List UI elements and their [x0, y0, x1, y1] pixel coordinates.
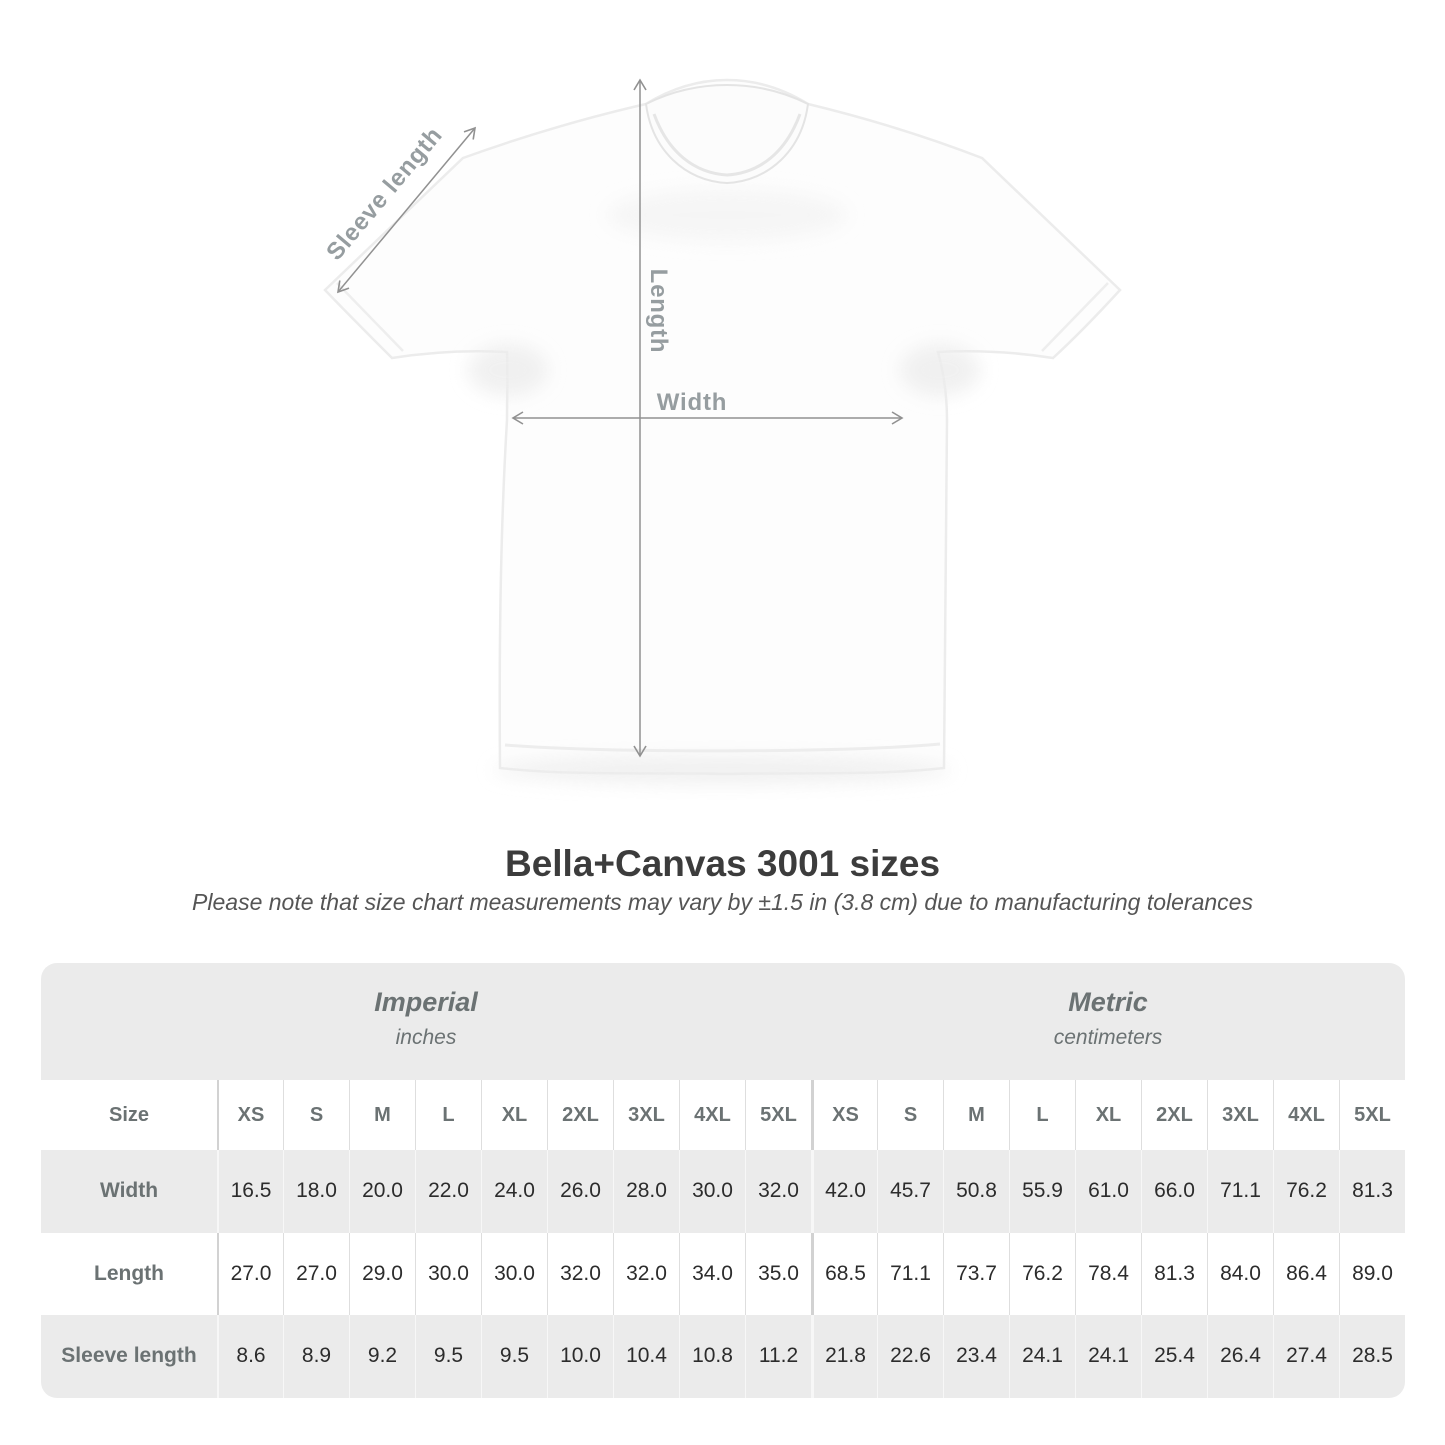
cell-length-imperial-xs: 27.0	[217, 1232, 283, 1316]
cell-sleeve-length-imperial-m: 9.2	[349, 1315, 415, 1398]
cell-sleeve-length-imperial-s: 8.9	[283, 1315, 349, 1398]
size-col-imperial-l: L	[415, 1080, 481, 1150]
cell-sleeve-length-imperial-3xl: 10.4	[613, 1315, 679, 1398]
cell-width-metric-5xl: 81.3	[1339, 1150, 1405, 1233]
cell-width-metric-4xl: 76.2	[1273, 1150, 1339, 1233]
metric-header: Metric centimeters	[811, 963, 1405, 1080]
cell-length-metric-3xl: 84.0	[1207, 1232, 1273, 1316]
unit-band: Imperial inches Metric centimeters	[41, 963, 1405, 1080]
cell-length-imperial-s: 27.0	[283, 1232, 349, 1316]
cell-width-imperial-m: 20.0	[349, 1150, 415, 1233]
sleeve-length-row: Sleeve length 8.6 8.9 9.2 9.5 9.5 10.0 10.4 10.8…	[41, 1315, 1405, 1398]
size-col-metric-xl: XL	[1075, 1080, 1141, 1150]
cell-length-metric-xs: 68.5	[811, 1232, 877, 1316]
cell-length-metric-s: 71.1	[877, 1232, 943, 1316]
cell-length-imperial-l: 30.0	[415, 1232, 481, 1316]
cell-width-metric-xs: 42.0	[811, 1150, 877, 1233]
cell-sleeve-length-imperial-2xl: 10.0	[547, 1315, 613, 1398]
cell-sleeve-length-imperial-l: 9.5	[415, 1315, 481, 1398]
size-col-metric-4xl: 4XL	[1273, 1080, 1339, 1150]
cell-sleeve-length-imperial-4xl: 10.8	[679, 1315, 745, 1398]
tolerance-note: Please note that size chart measurements…	[192, 889, 1253, 915]
width-label: Width	[656, 389, 728, 416]
size-col-metric-5xl: 5XL	[1339, 1080, 1405, 1150]
size-col-imperial-xl: XL	[481, 1080, 547, 1150]
cell-width-imperial-xl: 24.0	[481, 1150, 547, 1233]
cell-width-metric-xl: 61.0	[1075, 1150, 1141, 1233]
size-col-metric-3xl: 3XL	[1207, 1080, 1273, 1150]
imperial-header: Imperial inches	[41, 963, 811, 1080]
size-header-row: Size XS S M L XL 2XL 3XL 4XL 5XL XS S M L XL 2XL 3XL 4XL 5…	[41, 1080, 1405, 1150]
cell-width-imperial-2xl: 26.0	[547, 1150, 613, 1233]
cell-width-metric-s: 45.7	[877, 1150, 943, 1233]
cell-sleeve-length-metric-4xl: 27.4	[1273, 1315, 1339, 1398]
collar	[644, 83, 810, 185]
cell-length-label: Length	[94, 1261, 164, 1285]
cell-length-imperial-3xl: 32.0	[613, 1232, 679, 1316]
cell-width-metric-m: 50.8	[943, 1150, 1009, 1233]
sleeve-length-arrow	[337, 126, 476, 294]
cell-width-imperial-5xl: 32.0	[745, 1150, 811, 1233]
cell-length-imperial-5xl: 35.0	[745, 1232, 811, 1316]
cell-length-imperial-m: 29.0	[349, 1232, 415, 1316]
cell-width-metric-l: 55.9	[1009, 1150, 1075, 1233]
cell-width-imperial-xs: 16.5	[217, 1150, 283, 1233]
cell-sleeve-length-metric-l: 24.1	[1009, 1315, 1075, 1398]
tshirt-illustration	[323, 78, 1122, 784]
tshirt-shape	[323, 78, 1122, 784]
size-col-imperial-m: M	[349, 1080, 415, 1150]
cell-length-metric-2xl: 81.3	[1141, 1232, 1207, 1316]
metric-title: Metric	[1068, 987, 1148, 1017]
size-col-imperial-3xl: 3XL	[613, 1080, 679, 1150]
imperial-title: Imperial	[374, 987, 478, 1017]
cell-width-imperial-l: 22.0	[415, 1150, 481, 1233]
size-col-metric-l: L	[1009, 1080, 1075, 1150]
cell-sleeve-length-metric-5xl: 28.5	[1339, 1315, 1405, 1398]
cell-length-metric-xl: 78.4	[1075, 1232, 1141, 1316]
size-col-metric-xs: XS	[811, 1080, 877, 1150]
size-col-metric-m: M	[943, 1080, 1009, 1150]
cell-width-label: Width	[99, 1179, 159, 1203]
size-col-imperial-s: S	[283, 1080, 349, 1150]
cell-sleeve-length-metric-2xl: 25.4	[1141, 1315, 1207, 1398]
length-label: Length	[645, 268, 672, 354]
cell-sleeve-length-imperial-5xl: 11.2	[745, 1315, 811, 1398]
cell-sleeve-length-imperial-xl: 9.5	[481, 1315, 547, 1398]
cell-sleeve-length-metric-3xl: 26.4	[1207, 1315, 1273, 1398]
cell-sleeve-length-metric-xs: 21.8	[811, 1315, 877, 1398]
size-col-imperial-4xl: 4XL	[679, 1080, 745, 1150]
size-col-imperial-5xl: 5XL	[745, 1080, 811, 1150]
cell-width-metric-2xl: 66.0	[1141, 1150, 1207, 1233]
size-col-metric-2xl: 2XL	[1141, 1080, 1207, 1150]
length-row: Length 27.0 27.0 29.0 30.0 30.0 32.0 32.0 34.0 35…	[41, 1232, 1405, 1316]
size-col-label: Size	[108, 1103, 150, 1126]
cell-width-imperial-3xl: 28.0	[613, 1150, 679, 1233]
cell-length-metric-m: 73.7	[943, 1232, 1009, 1316]
cell-length-imperial-2xl: 32.0	[547, 1232, 613, 1316]
size-col-metric-s: S	[877, 1080, 943, 1150]
width-row: Width 16.5 18.0 20.0 22.0 24.0 26.0 28.0 30.0 32.…	[41, 1150, 1405, 1233]
cell-width-imperial-4xl: 30.0	[679, 1150, 745, 1233]
cell-sleeve-length-metric-s: 22.6	[877, 1315, 943, 1398]
size-col-imperial-xs: XS	[217, 1080, 283, 1150]
cell-sleeve-length-metric-xl: 24.1	[1075, 1315, 1141, 1398]
cell-sleeve-length-imperial-xs: 8.6	[217, 1315, 283, 1398]
cell-length-imperial-4xl: 34.0	[679, 1232, 745, 1316]
cell-sleeve-length-metric-m: 23.4	[943, 1315, 1009, 1398]
cell-width-imperial-s: 18.0	[283, 1150, 349, 1233]
size-col-imperial-2xl: 2XL	[547, 1080, 613, 1150]
metric-unit: centimeters	[1053, 1026, 1163, 1049]
imperial-unit: inches	[395, 1026, 457, 1049]
cell-width-metric-3xl: 71.1	[1207, 1150, 1273, 1233]
cell-length-metric-5xl: 89.0	[1339, 1232, 1405, 1316]
cell-sleeve-length-label: Sleeve length	[61, 1344, 197, 1368]
size-table-grid: Size XS S M L XL 2XL 3XL 4XL 5XL XS S M L XL 2XL 3XL 4XL 5…	[41, 1080, 1405, 1398]
page-title: Bella+Canvas 3001 sizes	[504, 843, 941, 884]
cell-length-metric-4xl: 86.4	[1273, 1232, 1339, 1316]
cell-length-imperial-xl: 30.0	[481, 1232, 547, 1316]
cell-length-metric-l: 76.2	[1009, 1232, 1075, 1316]
size-table: Imperial inches Metric centimeters Size X…	[41, 963, 1405, 1398]
